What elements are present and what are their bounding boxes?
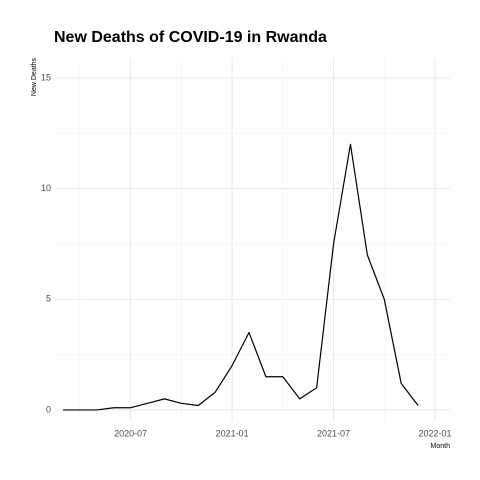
y-tick-label: 15 xyxy=(41,72,51,82)
y-tick-label: 10 xyxy=(41,183,51,193)
x-tick-label: 2021-07 xyxy=(317,428,350,438)
chart-title: New Deaths of COVID-19 in Rwanda xyxy=(54,29,327,46)
x-tick-label: 2020-07 xyxy=(114,428,147,438)
y-tick-label: 5 xyxy=(46,294,51,304)
y-tick-label: 0 xyxy=(46,404,51,414)
y-axis-title: New Deaths xyxy=(31,57,38,96)
line xyxy=(63,143,419,411)
x-tick-label: 2021-01 xyxy=(216,428,249,438)
x-axis-title: Month xyxy=(431,443,451,450)
x-tick-label: 2022-01 xyxy=(418,428,451,438)
